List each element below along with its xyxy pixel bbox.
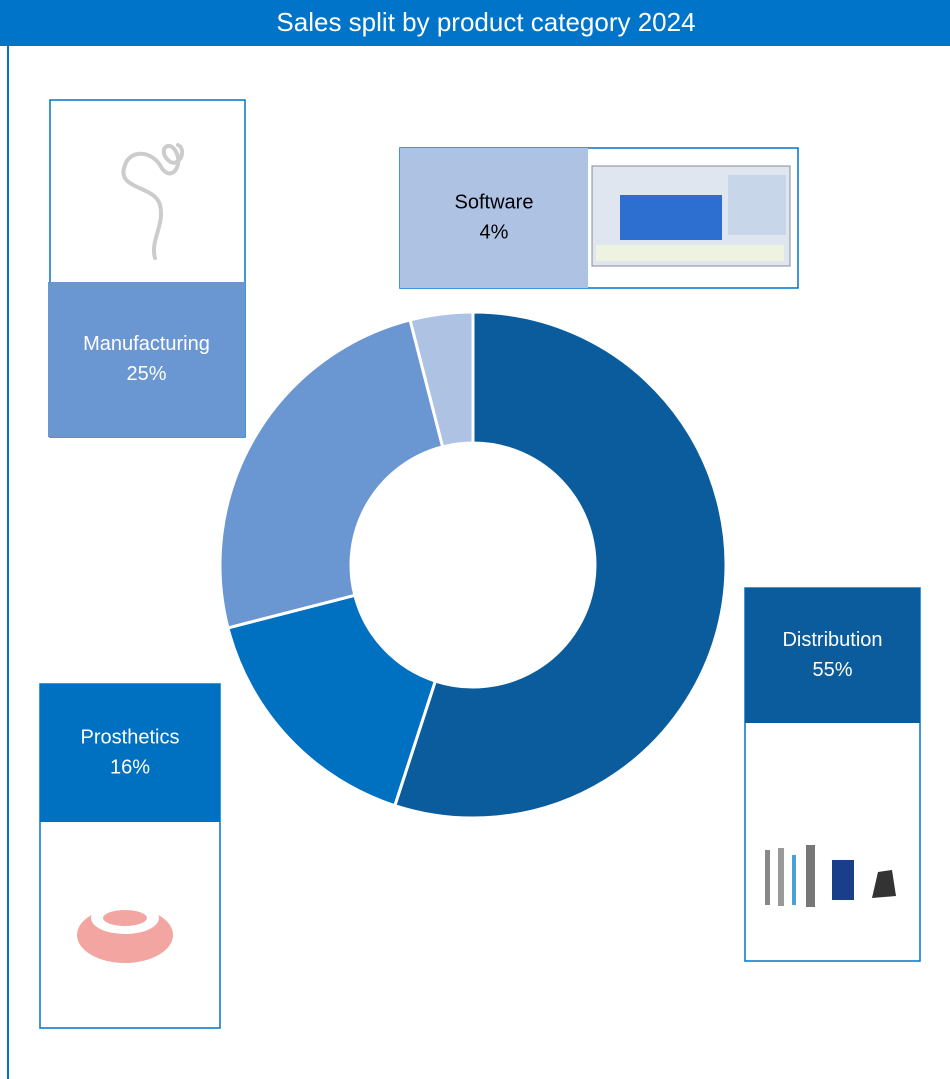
wire-picture (121, 143, 185, 260)
category-label: Software (455, 191, 534, 213)
donut-segment (408, 310, 475, 449)
chart-title: Sales split by product category 2024 (276, 7, 695, 37)
category-label: Distribution (782, 629, 882, 651)
donut-segment (392, 310, 728, 820)
denture-picture (77, 902, 173, 963)
title-bar (0, 0, 950, 46)
donut-segment (226, 593, 438, 808)
category-label: Manufacturing (83, 333, 210, 355)
label-box (40, 684, 220, 822)
value-label: 25% (126, 363, 166, 385)
donut-segment (218, 318, 445, 630)
value-label: 4% (480, 221, 509, 243)
label-box (745, 588, 920, 723)
software-screenshot (591, 165, 791, 267)
tools-picture (765, 845, 896, 907)
label-box (400, 148, 588, 288)
category-label: Prosthetics (81, 726, 180, 748)
value-label: 16% (110, 756, 150, 778)
label-box (48, 282, 245, 437)
value-label: 55% (812, 659, 852, 681)
